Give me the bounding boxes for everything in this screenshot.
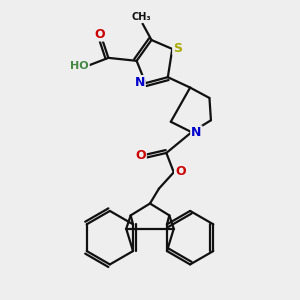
Text: O: O <box>175 165 186 178</box>
Text: S: S <box>173 42 182 55</box>
Text: HO: HO <box>70 61 89 71</box>
Text: N: N <box>191 126 202 139</box>
Text: O: O <box>135 149 146 162</box>
Text: CH₃: CH₃ <box>131 12 151 22</box>
Text: N: N <box>134 76 145 89</box>
Text: O: O <box>95 28 105 40</box>
